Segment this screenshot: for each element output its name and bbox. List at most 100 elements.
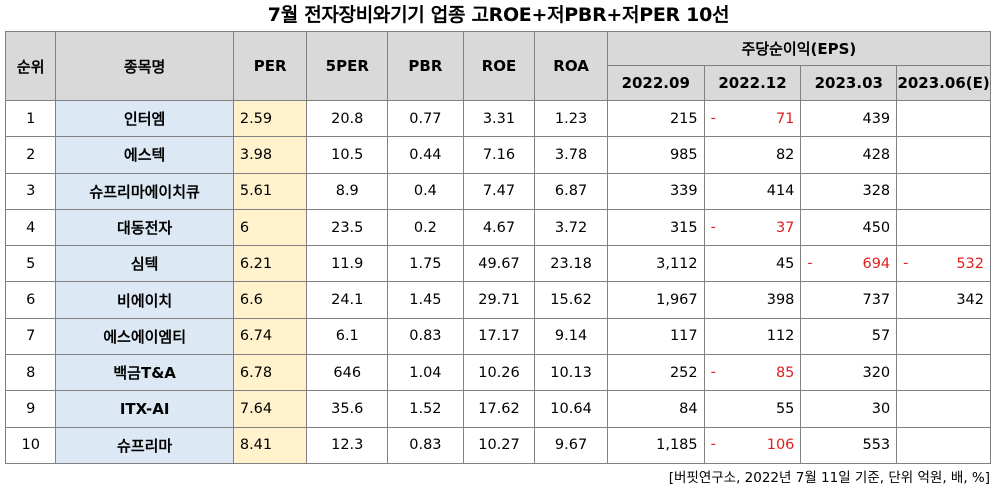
eps-value: 532 [956, 255, 984, 272]
eps-cell: 3,112 [606, 245, 705, 283]
roa-cell: 9.14 [534, 317, 608, 356]
negative-marker: - [710, 219, 716, 236]
header-per: PER [232, 31, 308, 101]
pbr-cell: 0.44 [387, 136, 464, 174]
roa-cell: 1.23 [534, 99, 608, 138]
eps-value: 37 [775, 219, 795, 236]
eps-value: 694 [862, 255, 891, 272]
eps-cell: 84 [606, 390, 705, 428]
per-cell: 6.6 [232, 281, 308, 319]
per5-cell: 20.8 [306, 99, 389, 138]
eps-cell [896, 317, 991, 356]
stock-name-cell: 대동전자 [55, 208, 234, 247]
eps-cell: 414 [703, 172, 802, 210]
eps-value: 315 [669, 219, 698, 236]
eps-cell: 339 [606, 172, 705, 210]
eps-value: 428 [862, 146, 891, 163]
header-roa: ROA [534, 31, 608, 101]
eps-value: 339 [669, 183, 698, 200]
eps-value: 450 [862, 219, 891, 236]
source-note: [버핏연구소, 2022년 7월 11일 기준, 단위 억원, 배, %] [668, 470, 990, 486]
eps-cell: 342 [896, 281, 991, 319]
header-eps-period: 2022.09 [606, 65, 705, 101]
header-name: 종목명 [55, 31, 234, 101]
eps-cell: 553 [800, 426, 898, 464]
eps-value: 71 [775, 110, 795, 127]
eps-value: 252 [669, 364, 698, 381]
stock-name-cell: 심텍 [55, 245, 234, 283]
per5-cell: 23.5 [306, 208, 389, 247]
per5-cell: 24.1 [306, 281, 389, 319]
eps-value: 57 [871, 328, 891, 345]
per5-cell: 11.9 [306, 245, 389, 283]
table-row: 1 인터엠 2.59 20.8 0.77 3.31 1.23 215- 71 439 [4, 99, 991, 138]
eps-value: 398 [766, 292, 795, 309]
table-row: 2 에스텍 3.98 10.5 0.44 7.16 3.78 985 82 428 [4, 136, 991, 174]
eps-cell: 439 [800, 99, 898, 138]
eps-value: 328 [862, 183, 891, 200]
header-roe: ROE [462, 31, 536, 101]
pbr-cell: 1.75 [387, 245, 464, 283]
eps-cell: 82 [703, 136, 802, 174]
eps-value: 320 [862, 364, 891, 381]
stock-name-cell: ITX-AI [55, 390, 234, 428]
pbr-cell: 1.45 [387, 281, 464, 319]
per5-cell: 8.9 [306, 172, 389, 210]
eps-cell [896, 99, 991, 138]
negative-marker: - [710, 110, 716, 127]
per-cell: 8.41 [232, 426, 308, 464]
eps-value: 112 [766, 328, 795, 345]
per-cell: 7.64 [232, 390, 308, 428]
pbr-cell: 0.2 [387, 208, 464, 247]
eps-value: 1,967 [656, 292, 698, 309]
eps-value: 3,112 [656, 255, 698, 272]
table-row: 6 비에이치 6.6 24.1 1.45 29.71 15.62 1,967 398 737 342 [4, 281, 991, 319]
stock-name-cell: 슈프리마에이치큐 [55, 172, 234, 210]
per-cell: 6.21 [232, 245, 308, 283]
roa-cell: 6.87 [534, 172, 608, 210]
stock-name-cell: 백금T&A [55, 354, 234, 392]
eps-cell [896, 208, 991, 247]
eps-value: 84 [679, 401, 698, 418]
eps-cell: 985 [606, 136, 705, 174]
eps-cell: 428 [800, 136, 898, 174]
header-eps-period: 2023.03 [800, 65, 898, 101]
negative-marker: - [903, 255, 909, 272]
rank-cell: 5 [4, 245, 57, 283]
roa-cell: 3.72 [534, 208, 608, 247]
roe-cell: 29.71 [462, 281, 536, 319]
per-cell: 6.78 [232, 354, 308, 392]
eps-cell: 117 [606, 317, 705, 356]
eps-cell: 252 [606, 354, 705, 392]
eps-cell [896, 426, 991, 464]
rank-cell: 3 [4, 172, 57, 210]
eps-value: 85 [775, 364, 795, 381]
roe-cell: 4.67 [462, 208, 536, 247]
eps-cell [896, 390, 991, 428]
rank-cell: 4 [4, 208, 57, 247]
eps-value: 55 [775, 401, 795, 418]
negative-marker: - [710, 364, 716, 381]
eps-cell: 328 [800, 172, 898, 210]
table-row: 8 백금T&A 6.78 646 1.04 10.26 10.13 252- 85 320 [4, 354, 991, 392]
roa-cell: 10.13 [534, 354, 608, 392]
eps-value: 117 [669, 328, 698, 345]
rank-cell: 8 [4, 354, 57, 392]
eps-cell: - 37 [703, 208, 802, 247]
eps-value: 215 [669, 110, 698, 127]
header-eps-period: 2023.06(E) [896, 65, 991, 101]
table-title: 7월 전자장비와기기 업종 고ROE+저PBR+저PER 10선 [267, 4, 730, 26]
header-rank: 순위 [4, 31, 57, 101]
pbr-cell: 1.04 [387, 354, 464, 392]
table-row: 4 대동전자 6 23.5 0.2 4.67 3.72 315- 37 450 [4, 208, 991, 247]
per5-cell: 10.5 [306, 136, 389, 174]
eps-value: 414 [766, 183, 795, 200]
table-row: 9 ITX-AI 7.64 35.6 1.52 17.62 10.64 84 55 30 [4, 390, 991, 428]
stock-screen-table: 순위 종목명 PER 5PER PBR ROE ROA 주당순이익(EPS) 2… [4, 31, 992, 464]
eps-value: 737 [862, 292, 891, 309]
roe-cell: 49.67 [462, 245, 536, 283]
roe-cell: 17.62 [462, 390, 536, 428]
eps-cell: - 85 [703, 354, 802, 392]
header-5per: 5PER [306, 31, 389, 101]
rank-cell: 10 [4, 426, 57, 464]
